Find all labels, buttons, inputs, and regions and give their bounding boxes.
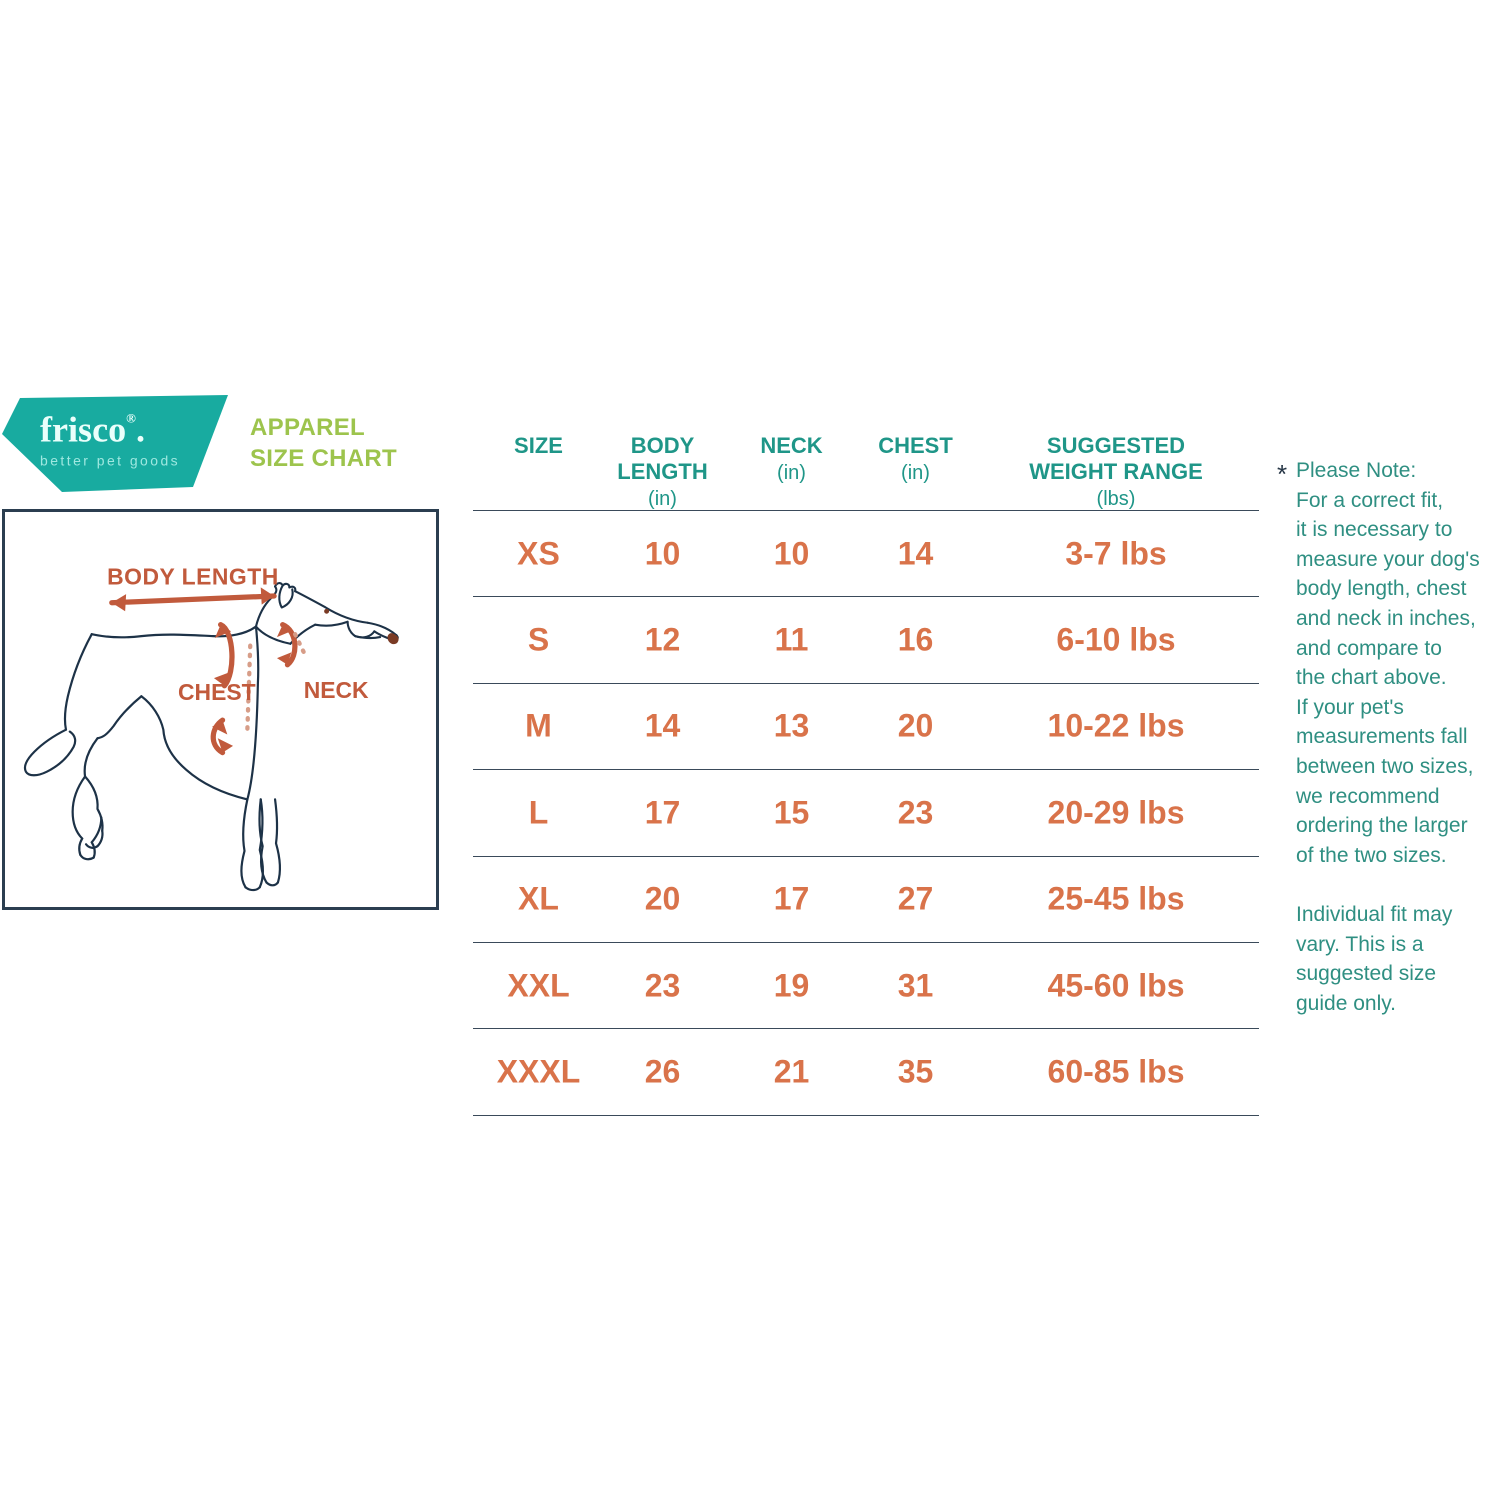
svg-text:CHEST: CHEST	[178, 679, 256, 705]
svg-text:BODY LENGTH: BODY LENGTH	[107, 564, 279, 590]
svg-text:NECK: NECK	[304, 677, 369, 703]
